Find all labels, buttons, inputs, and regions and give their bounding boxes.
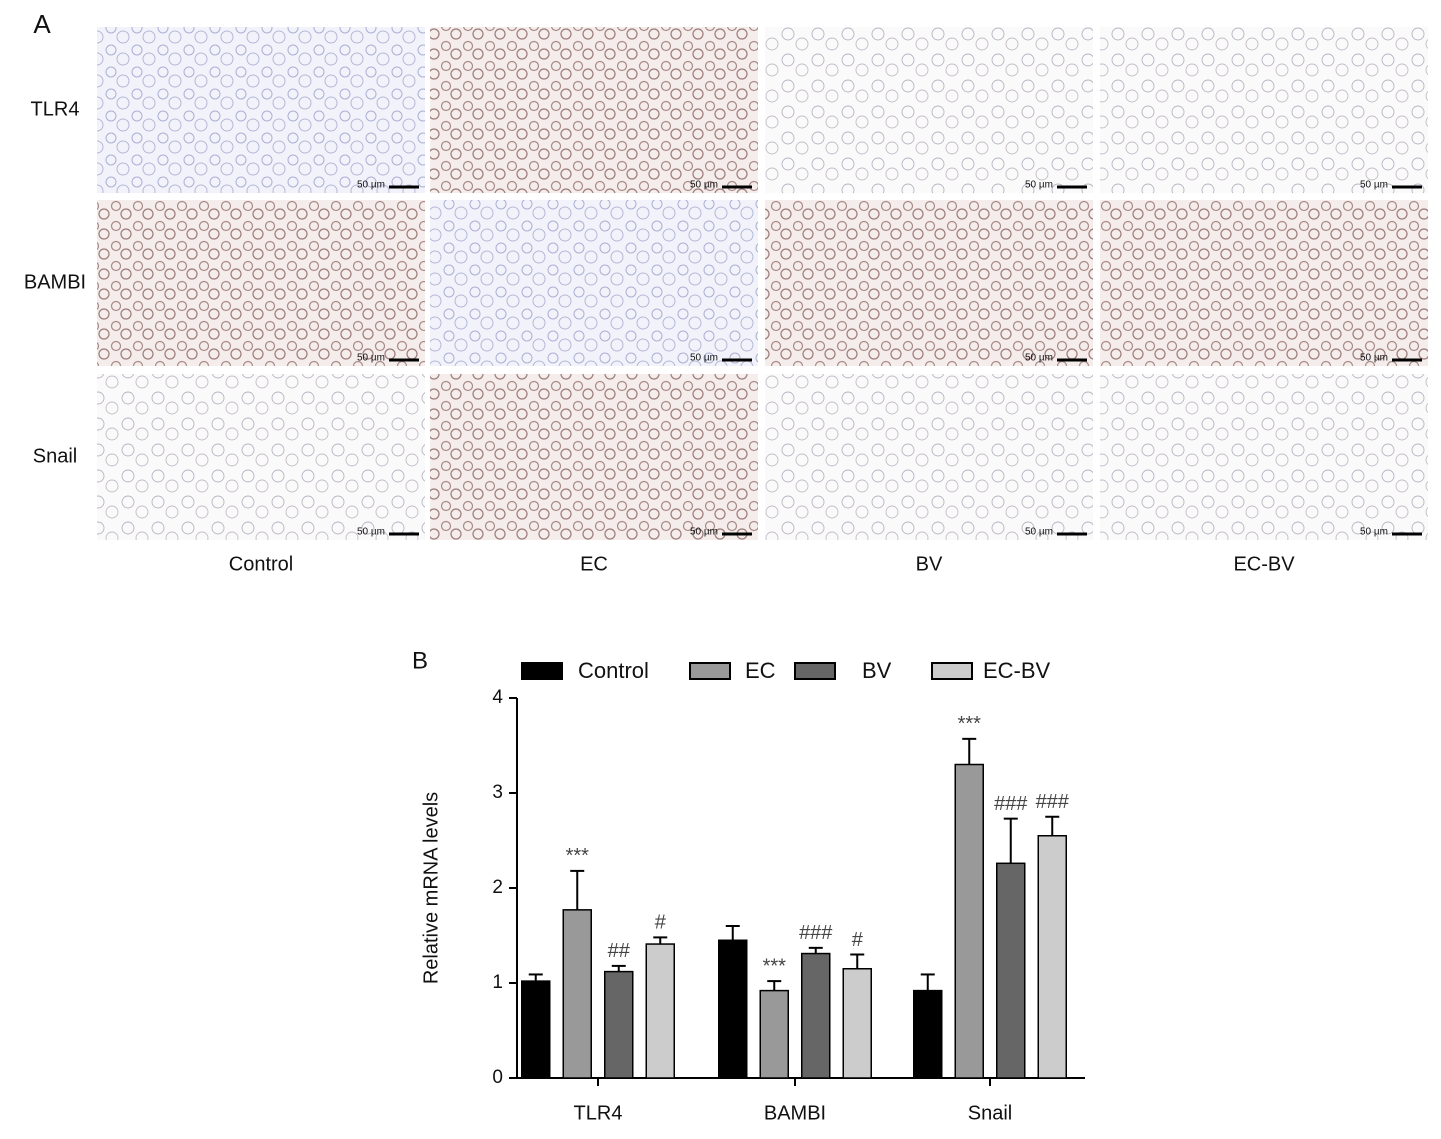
- column-label: Control: [229, 553, 293, 575]
- scale-bar-label: 50 µm: [1360, 180, 1388, 191]
- scale-bar-label: 50 µm: [357, 353, 385, 364]
- micrograph: [765, 27, 1093, 193]
- bar: [1037, 835, 1067, 1079]
- significance-label: ###: [994, 793, 1028, 815]
- significance-label: #: [852, 929, 864, 951]
- bar: [521, 980, 551, 1079]
- scale-bar-label: 50 µm: [1025, 527, 1053, 538]
- micrograph: [97, 374, 425, 540]
- bar: [996, 862, 1026, 1079]
- row-label: BAMBI: [24, 271, 86, 293]
- legend-swatch: [521, 662, 563, 680]
- micrograph: [430, 27, 758, 193]
- micrograph: [1100, 27, 1428, 193]
- scale-bar-label: 50 µm: [357, 527, 385, 538]
- x-tick-label: BAMBI: [764, 1102, 826, 1124]
- scale-bar-label: 50 µm: [690, 353, 718, 364]
- y-tick-label: 3: [492, 782, 503, 803]
- panel-label: B: [412, 647, 428, 674]
- bar: [913, 989, 943, 1079]
- x-tick-label: TLR4: [574, 1102, 623, 1124]
- bar: [801, 952, 831, 1079]
- scale-bar-label: 50 µm: [357, 180, 385, 191]
- y-tick-label: 0: [492, 1067, 503, 1088]
- significance-label: ***: [566, 845, 590, 867]
- legend-label: BV: [862, 658, 892, 683]
- legend-swatch: [689, 662, 731, 680]
- significance-label: ***: [763, 955, 787, 977]
- micrograph: [1100, 200, 1428, 366]
- column-label: BV: [916, 553, 943, 575]
- significance-label: #: [655, 912, 667, 934]
- scale-bar-label: 50 µm: [1360, 527, 1388, 538]
- significance-label: ###: [799, 922, 833, 944]
- column-label: EC: [580, 553, 608, 575]
- micrograph: [1100, 374, 1428, 540]
- micrograph: [97, 27, 425, 193]
- scale-bar-label: 50 µm: [1025, 353, 1053, 364]
- bar: [562, 909, 592, 1079]
- significance-label: ***: [958, 713, 982, 735]
- panel-label: A: [33, 9, 51, 39]
- y-axis-label: Relative mRNA levels: [420, 792, 442, 984]
- scale-bar-label: 50 µm: [690, 180, 718, 191]
- legend-swatch: [931, 662, 973, 680]
- micrograph: [97, 200, 425, 366]
- bar: [645, 943, 675, 1079]
- micrograph: [765, 374, 1093, 540]
- scale-bar-label: 50 µm: [690, 527, 718, 538]
- significance-label: ##: [608, 940, 631, 962]
- row-label: Snail: [33, 445, 77, 467]
- micrograph: [430, 374, 758, 540]
- bar: [842, 968, 872, 1079]
- bar: [954, 763, 984, 1079]
- y-tick-label: 4: [492, 687, 503, 708]
- significance-label: ###: [1036, 791, 1070, 813]
- legend-label: EC-BV: [983, 658, 1051, 683]
- legend-label: Control: [578, 658, 649, 683]
- legend-label: EC: [745, 658, 776, 683]
- column-label: EC-BV: [1233, 553, 1295, 575]
- micrograph: [765, 200, 1093, 366]
- y-tick-label: 1: [492, 972, 503, 993]
- row-label: TLR4: [31, 98, 80, 120]
- micrograph: [430, 200, 758, 366]
- scale-bar-label: 50 µm: [1360, 353, 1388, 364]
- y-tick-label: 2: [492, 877, 503, 898]
- x-tick-label: Snail: [968, 1102, 1012, 1124]
- legend-swatch: [794, 662, 836, 680]
- bar: [759, 989, 789, 1079]
- bar: [718, 939, 748, 1079]
- scale-bar-label: 50 µm: [1025, 180, 1053, 191]
- bar: [604, 970, 634, 1079]
